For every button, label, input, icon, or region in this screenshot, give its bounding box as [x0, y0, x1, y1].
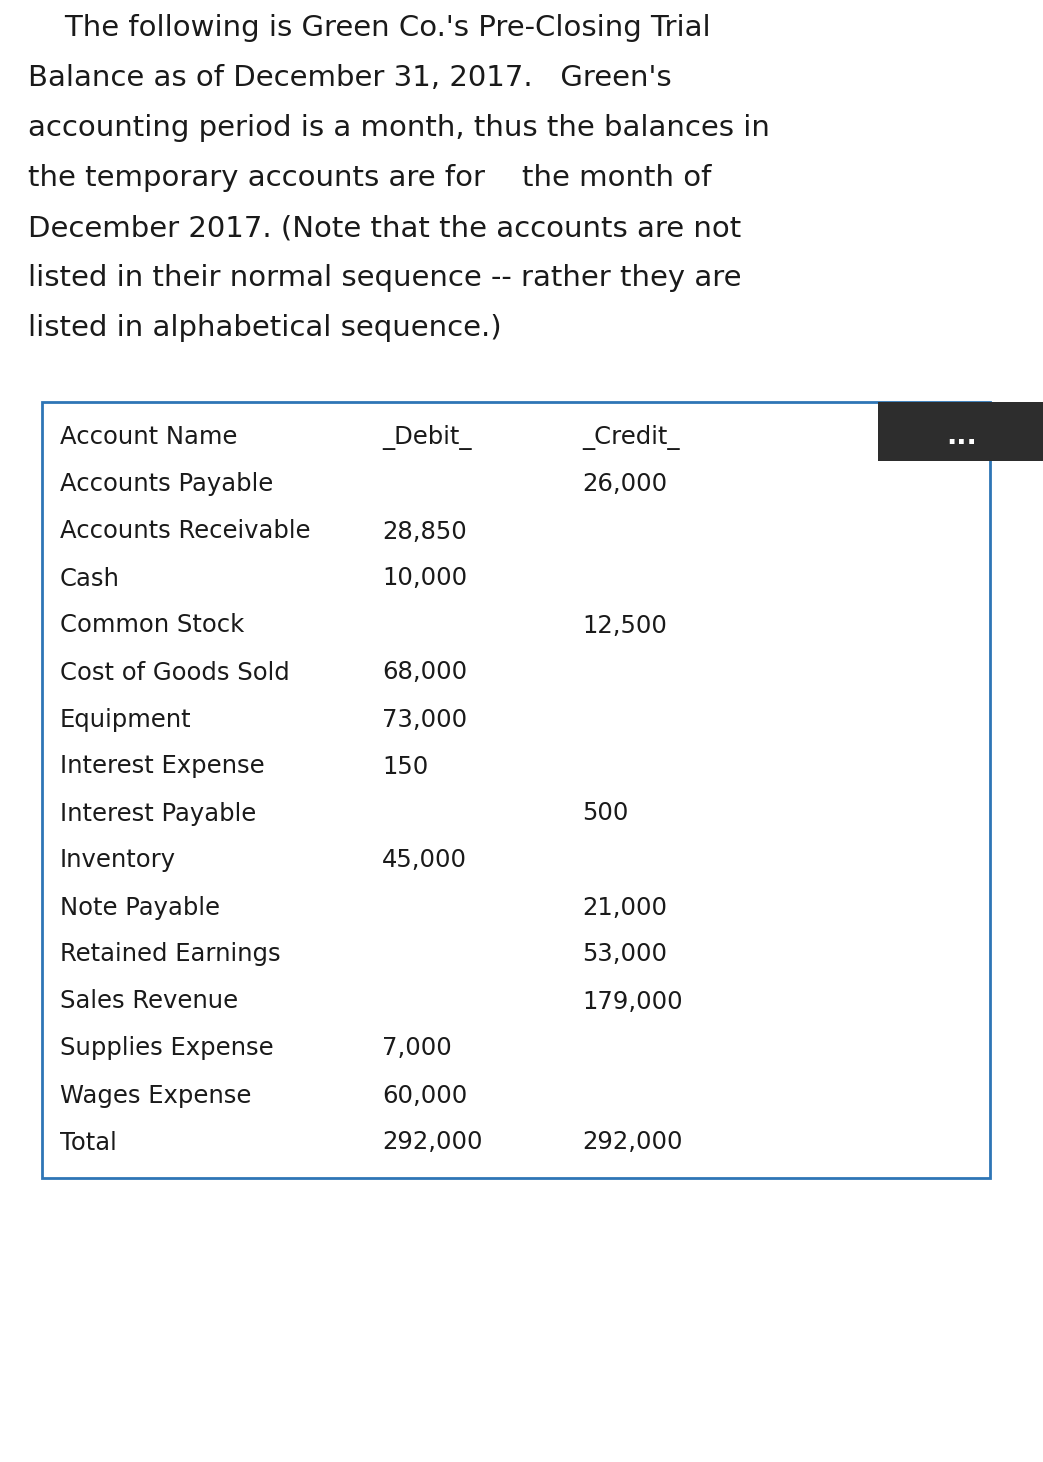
Text: 292,000: 292,000 [582, 1130, 682, 1155]
Text: 73,000: 73,000 [382, 708, 467, 731]
Text: the temporary accounts are for    the month of: the temporary accounts are for the month… [28, 164, 711, 192]
Text: Accounts Payable: Accounts Payable [60, 472, 273, 497]
Text: Balance as of December 31, 2017.   Green's: Balance as of December 31, 2017. Green's [28, 64, 672, 92]
Text: Account Name: Account Name [60, 425, 238, 449]
Text: 10,000: 10,000 [382, 566, 467, 591]
Text: 500: 500 [582, 801, 628, 826]
Text: Sales Revenue: Sales Revenue [60, 990, 238, 1013]
Text: 12,500: 12,500 [582, 614, 666, 637]
Text: 68,000: 68,000 [382, 661, 467, 684]
Bar [878, 402, 1043, 461]
Text: Inventory: Inventory [60, 848, 176, 873]
Text: Cost of Goods Sold: Cost of Goods Sold [60, 661, 290, 684]
Text: _Credit_: _Credit_ [582, 425, 679, 450]
Text: 28,850: 28,850 [382, 519, 467, 544]
Text: Cash: Cash [60, 566, 120, 591]
Text: Note Payable: Note Payable [60, 896, 220, 920]
Text: December 2017. (Note that the accounts are not: December 2017. (Note that the accounts a… [28, 213, 742, 243]
Text: Wages Expense: Wages Expense [60, 1083, 251, 1108]
Text: Accounts Receivable: Accounts Receivable [60, 519, 311, 544]
Text: Total: Total [60, 1130, 117, 1155]
Text: 179,000: 179,000 [582, 990, 682, 1013]
Text: ...: ... [946, 424, 977, 450]
Text: Equipment: Equipment [60, 708, 192, 731]
Text: Supplies Expense: Supplies Expense [60, 1037, 273, 1060]
Text: 60,000: 60,000 [382, 1083, 467, 1108]
Text: Common Stock: Common Stock [60, 614, 244, 637]
Text: 26,000: 26,000 [582, 472, 668, 497]
Text: listed in their normal sequence -- rather they are: listed in their normal sequence -- rathe… [28, 265, 742, 292]
Text: 150: 150 [382, 754, 429, 778]
Text: accounting period is a month, thus the balances in: accounting period is a month, thus the b… [28, 114, 770, 142]
Text: Interest Expense: Interest Expense [60, 754, 265, 778]
Bar [42, 402, 990, 1178]
Text: The following is Green Co.'s Pre-Closing Trial: The following is Green Co.'s Pre-Closing… [28, 15, 710, 42]
Text: 292,000: 292,000 [382, 1130, 483, 1155]
Text: listed in alphabetical sequence.): listed in alphabetical sequence.) [28, 314, 502, 342]
Text: 7,000: 7,000 [382, 1037, 452, 1060]
Text: 21,000: 21,000 [582, 896, 668, 920]
Text: Retained Earnings: Retained Earnings [60, 943, 281, 966]
Text: _Debit_: _Debit_ [382, 425, 471, 450]
Text: 45,000: 45,000 [382, 848, 467, 873]
Text: 53,000: 53,000 [582, 943, 668, 966]
Text: Interest Payable: Interest Payable [60, 801, 257, 826]
